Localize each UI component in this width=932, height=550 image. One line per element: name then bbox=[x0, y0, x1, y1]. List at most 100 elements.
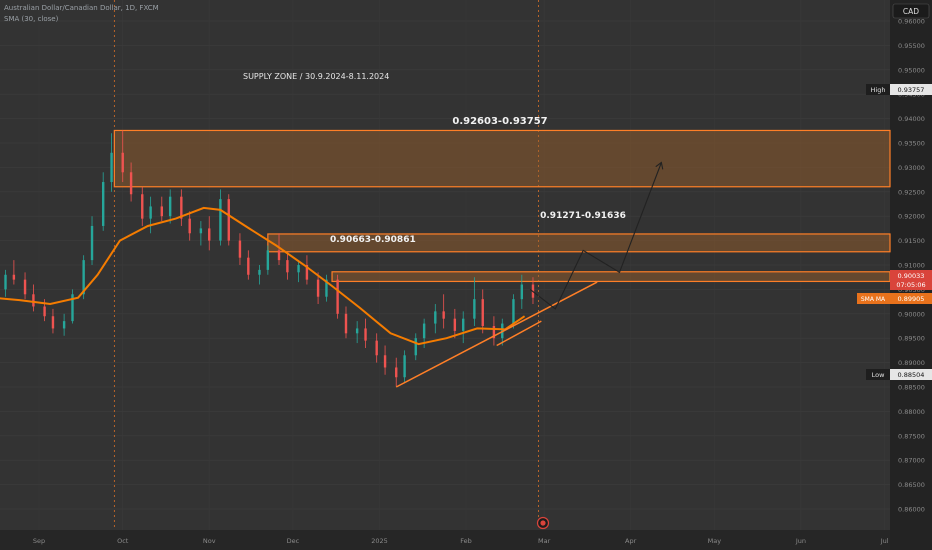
candle-body bbox=[4, 274, 7, 290]
candle-body bbox=[266, 250, 270, 270]
supply-zone-0 bbox=[113, 129, 891, 188]
candle-body bbox=[375, 340, 378, 356]
candle-body bbox=[129, 172, 133, 195]
candle-body bbox=[199, 228, 203, 234]
candle-body bbox=[62, 321, 66, 329]
candle-body bbox=[364, 328, 367, 341]
symbol-title: Australian Dollar/Canadian Dollar, 1D, F… bbox=[4, 4, 159, 12]
candle-body bbox=[121, 152, 124, 173]
currency-badge[interactable]: CAD bbox=[892, 3, 930, 19]
price-tick: 0.95500 bbox=[898, 42, 925, 50]
candle-body bbox=[32, 294, 35, 307]
price-tick: 0.87000 bbox=[898, 457, 925, 465]
candle-body bbox=[149, 206, 152, 219]
currency-badge-text: CAD bbox=[903, 7, 919, 16]
projection-arrow-head bbox=[655, 161, 664, 170]
time-axis-panel[interactable] bbox=[0, 530, 890, 550]
candle-body bbox=[492, 326, 496, 339]
time-tick: Feb bbox=[460, 537, 472, 545]
time-tick-labels: Sep Oct Nov Dec 2025 Feb Mar Apr May Jun Jul bbox=[33, 537, 889, 545]
candle-body bbox=[403, 355, 406, 378]
price-tick: 0.91000 bbox=[898, 262, 925, 270]
candle-body bbox=[316, 279, 320, 297]
price-tick: 0.92500 bbox=[898, 188, 925, 196]
candle-body bbox=[395, 367, 398, 378]
sma-badge: SMA MA 0.89905 bbox=[857, 293, 932, 304]
price-tick: 0.93500 bbox=[898, 140, 925, 148]
zone-top-label: 0.92603-0.93757 bbox=[452, 116, 547, 127]
projection-path bbox=[529, 162, 662, 310]
zone-low-label: 0.90663-0.90861 bbox=[330, 235, 416, 245]
candle-body bbox=[297, 265, 300, 273]
price-tick: 0.86000 bbox=[898, 506, 925, 514]
candle-body bbox=[208, 228, 211, 241]
candle-body bbox=[258, 269, 261, 275]
candle-body bbox=[336, 279, 339, 314]
sma-label: SMA MA bbox=[861, 296, 886, 303]
time-tick: 2025 bbox=[371, 537, 388, 545]
candle-body bbox=[462, 318, 465, 331]
low-badge: Low 0.88504 bbox=[866, 369, 932, 380]
price-tick: 0.88500 bbox=[898, 384, 925, 392]
candle-body bbox=[238, 240, 242, 258]
price-tick-labels: 0.960000.955000.950000.945000.940000.935… bbox=[898, 18, 925, 514]
candle-body bbox=[355, 328, 359, 334]
time-tick: Dec bbox=[287, 537, 300, 545]
candle-body bbox=[344, 313, 348, 334]
supply-zones[interactable] bbox=[113, 129, 891, 283]
candle-body bbox=[434, 311, 437, 324]
price-tick: 0.94000 bbox=[898, 115, 925, 123]
support-trendline-2 bbox=[496, 320, 542, 347]
candle-body bbox=[101, 182, 105, 226]
candle-body bbox=[51, 316, 55, 329]
price-tick: 0.89500 bbox=[898, 335, 925, 343]
price-tick: 0.87500 bbox=[898, 432, 925, 440]
supply-zone-1 bbox=[267, 233, 891, 253]
price-tick: 0.91500 bbox=[898, 237, 925, 245]
high-label: High bbox=[871, 86, 886, 94]
price-tick: 0.95000 bbox=[898, 66, 925, 74]
candle-body bbox=[305, 265, 309, 280]
candle-body bbox=[188, 218, 191, 234]
countdown: 07:05:06 bbox=[896, 281, 925, 289]
candle-body bbox=[512, 299, 515, 324]
indicator-label: SMA (30, close) bbox=[4, 15, 59, 23]
price-tick: 0.86500 bbox=[898, 481, 925, 489]
candle-body bbox=[286, 260, 289, 273]
zone-mid-label: 0.91271-0.91636 bbox=[540, 211, 626, 221]
candle-body bbox=[71, 294, 74, 322]
candlesticks bbox=[4, 130, 535, 387]
candle-body bbox=[247, 257, 250, 275]
candle-body bbox=[442, 311, 445, 319]
event-marker-icon[interactable] bbox=[536, 516, 550, 530]
candle-body bbox=[520, 284, 524, 300]
time-tick: Sep bbox=[33, 537, 45, 545]
supply-zone-2 bbox=[331, 271, 891, 283]
candle-body bbox=[23, 279, 27, 295]
candle-body bbox=[481, 299, 484, 326]
price-tick: 0.89000 bbox=[898, 359, 925, 367]
supply-zone-title: SUPPLY ZONE / 30.9.2024-8.11.2024 bbox=[243, 72, 389, 81]
time-tick: Oct bbox=[117, 537, 129, 545]
candle-body bbox=[277, 250, 281, 261]
candle-body bbox=[82, 260, 85, 295]
candle-body bbox=[219, 199, 222, 241]
price-tick: 0.92000 bbox=[898, 213, 925, 221]
high-badge: High 0.93757 bbox=[866, 84, 932, 95]
time-tick: Nov bbox=[203, 537, 216, 545]
sma-value: 0.89905 bbox=[898, 295, 925, 303]
price-tick: 0.93000 bbox=[898, 164, 925, 172]
candle-body bbox=[453, 318, 457, 331]
trend-lines[interactable] bbox=[395, 161, 664, 388]
low-label: Low bbox=[872, 371, 885, 379]
gridlines bbox=[0, 20, 890, 510]
candle-body bbox=[325, 279, 328, 297]
support-trendline bbox=[395, 281, 598, 388]
time-tick: Jul bbox=[880, 537, 889, 545]
time-tick: May bbox=[708, 537, 722, 545]
time-tick: Mar bbox=[538, 537, 551, 545]
sma-line bbox=[0, 206, 526, 346]
time-tick: Jun bbox=[795, 537, 806, 545]
low-value: 0.88504 bbox=[898, 371, 925, 379]
